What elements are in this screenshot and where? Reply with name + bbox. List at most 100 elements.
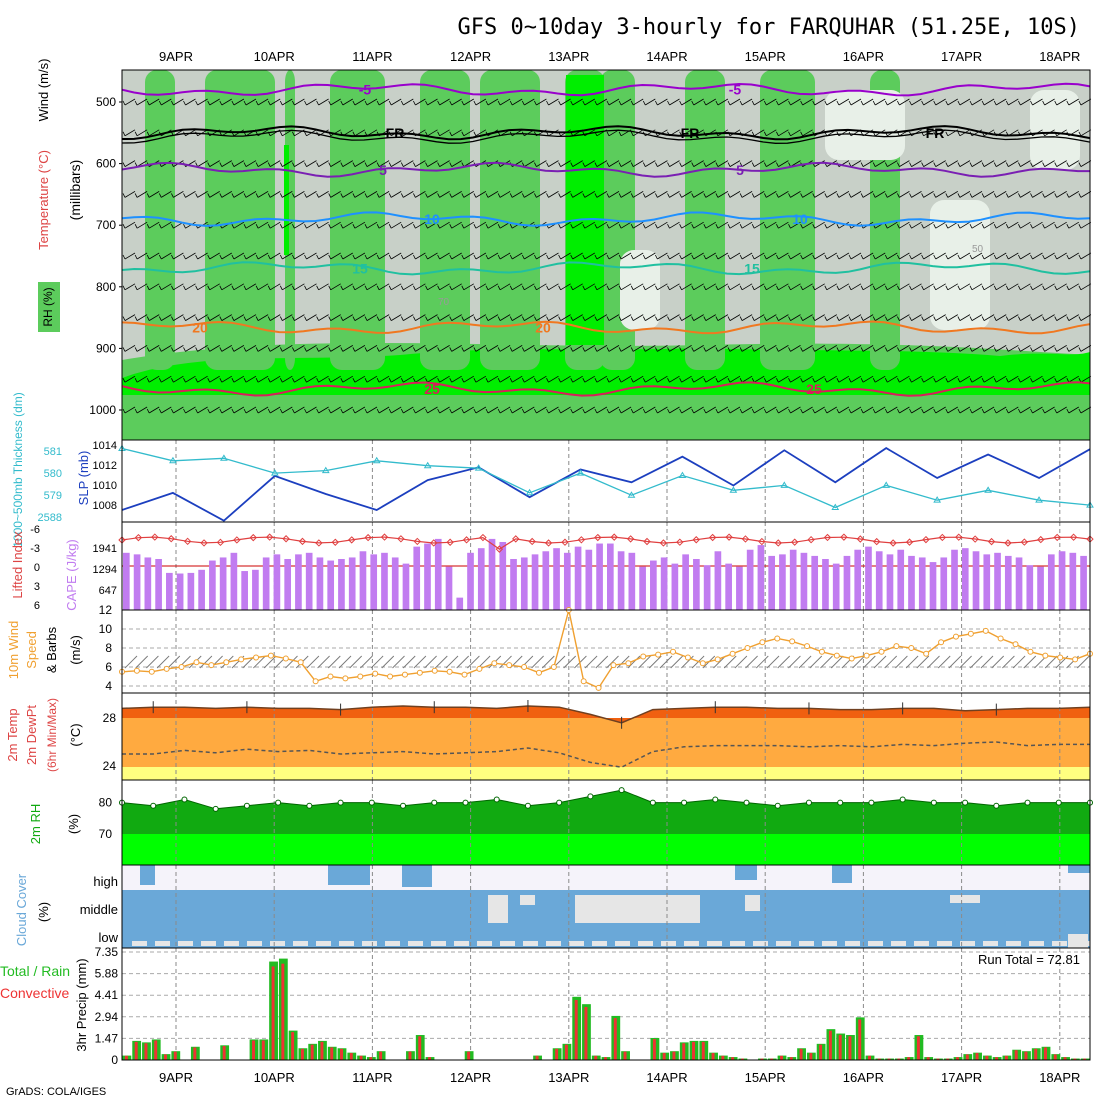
wind-barb xyxy=(294,98,305,106)
wind-barb xyxy=(995,160,1007,167)
wind-barb-feather xyxy=(558,254,561,260)
wind-barb xyxy=(282,98,293,106)
wind-barb xyxy=(1020,375,1031,383)
wind-barb xyxy=(935,283,946,291)
thickness-marker xyxy=(729,486,738,493)
cape-bar xyxy=(370,554,378,610)
wind-barb xyxy=(717,98,729,106)
wind-barb-feather xyxy=(655,316,658,321)
wind-barb xyxy=(269,252,281,260)
wind-speed-marker xyxy=(1012,641,1019,648)
wind-barb-feather xyxy=(364,100,368,106)
wind-barb-feather xyxy=(606,131,610,136)
wind-barb-feather xyxy=(921,193,924,198)
wind-barb-feather xyxy=(836,193,840,198)
wind-barb xyxy=(209,375,220,383)
wind-barb xyxy=(802,345,813,352)
rh2m-marker xyxy=(743,799,750,806)
wind-barb xyxy=(415,283,426,291)
wind-barb xyxy=(1080,160,1092,167)
wind-barb-feather xyxy=(739,316,743,321)
wind-barb xyxy=(427,191,438,198)
wind-barb-feather xyxy=(788,193,791,198)
wind-barb-feather xyxy=(521,285,525,290)
wind-barb xyxy=(282,160,293,167)
wind-barb xyxy=(463,345,475,352)
wind-barb xyxy=(427,129,438,137)
wind-barb xyxy=(451,191,462,198)
wind-barb-feather xyxy=(606,224,610,229)
wind-barb xyxy=(669,406,680,414)
wind-barb xyxy=(185,283,196,291)
rh2m-marker xyxy=(1024,799,1031,806)
wind-barb-feather xyxy=(158,347,162,352)
wind-barb-feather xyxy=(316,378,319,383)
wind-barb-feather xyxy=(1030,378,1033,383)
wind-barb-feather xyxy=(909,100,912,106)
wind-barb xyxy=(475,283,487,291)
wind-barb-feather xyxy=(304,193,307,198)
wind-barb xyxy=(370,655,384,669)
wind-barb-feather xyxy=(957,378,961,383)
wind-barb xyxy=(741,191,753,198)
wind-barb-feather xyxy=(703,408,707,414)
wind-barb-feather xyxy=(183,378,186,383)
low-cloud-gap xyxy=(960,941,975,946)
wind-barb-feather xyxy=(945,224,949,229)
wind-barb-feather xyxy=(618,316,622,321)
wind-barb xyxy=(887,160,898,167)
precip-convective-bar xyxy=(1053,1054,1057,1060)
wind-barb-feather xyxy=(509,224,513,229)
wind-barb-feather xyxy=(267,100,271,106)
wind-barb xyxy=(778,98,789,106)
wind-barb-feather xyxy=(606,285,610,290)
wind-barb-feather xyxy=(921,378,924,383)
wind-barb-feather xyxy=(703,193,707,198)
wind-barb-feather xyxy=(255,254,259,260)
wind-barb xyxy=(487,375,499,383)
wind-barb-feather xyxy=(146,224,150,229)
wind-barb-feather xyxy=(534,347,537,352)
wind-barb-feather xyxy=(582,100,586,106)
wind-barb xyxy=(632,221,644,229)
wind-barb xyxy=(681,655,694,669)
wind-barb-feather xyxy=(376,193,380,198)
wind-barb-feather xyxy=(655,347,658,352)
wind-barb xyxy=(632,191,644,198)
wind-barb xyxy=(1032,191,1043,198)
wind-barb xyxy=(741,221,753,229)
wind-barb xyxy=(729,191,741,198)
wind-barb xyxy=(971,406,983,414)
wind-barb-feather xyxy=(897,378,900,383)
wind-barb xyxy=(574,655,587,669)
wind-barb-feather xyxy=(642,347,646,352)
wind-barb-feather xyxy=(1005,100,1009,106)
wind-barb-feather xyxy=(473,347,477,352)
wind-barb xyxy=(790,191,801,198)
cape-bar xyxy=(1058,551,1066,610)
wind-barb-feather xyxy=(304,162,307,167)
wind-barb xyxy=(850,98,862,106)
cape-bar xyxy=(660,557,668,610)
wind-barb xyxy=(1044,406,1055,414)
wind-barb-feather xyxy=(739,100,743,106)
wind-barb xyxy=(1080,129,1092,137)
wind-barb xyxy=(681,345,692,352)
wind-barb xyxy=(124,252,136,260)
lifted-index-marker xyxy=(413,537,422,546)
cape-bar xyxy=(144,557,152,610)
wind-barb-feather xyxy=(860,378,864,383)
wind-barb-feather xyxy=(715,254,719,260)
wind-barb xyxy=(221,375,233,383)
wind-barb-feather xyxy=(437,131,440,136)
precip-convective-bar xyxy=(887,1058,891,1060)
wind-barb-feather xyxy=(679,347,682,352)
wind-barb-feather xyxy=(352,378,356,383)
panel-bg xyxy=(122,440,1090,522)
wind-barb xyxy=(257,98,269,106)
precip-convective-bar xyxy=(173,1051,177,1060)
low-cloud-gap xyxy=(293,941,308,946)
cape-bar xyxy=(542,551,550,610)
low-cloud-gap xyxy=(592,941,607,946)
wind-barb-feather xyxy=(485,193,489,198)
